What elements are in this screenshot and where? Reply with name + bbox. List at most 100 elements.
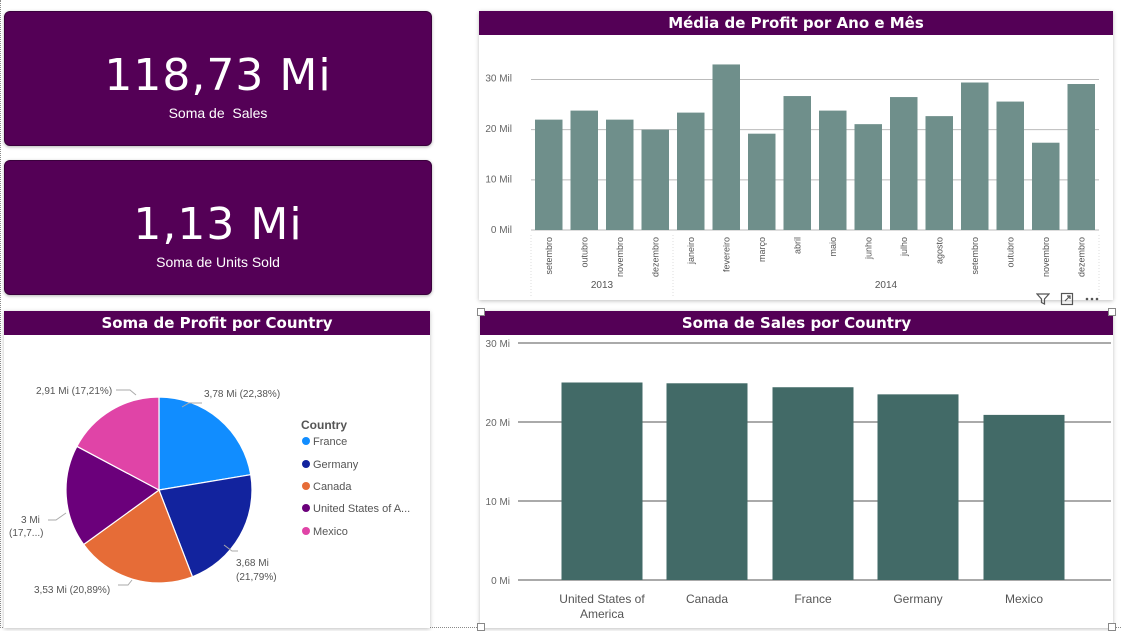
legend-item-france[interactable]: France	[302, 436, 347, 448]
slice-label-germany: 3,68 Mi	[236, 558, 269, 569]
legend-item-usa[interactable]: United States of A...	[302, 503, 410, 515]
filter-icon[interactable]	[1036, 292, 1050, 306]
bar	[819, 110, 847, 230]
more-options-icon[interactable]	[1084, 292, 1100, 306]
bar[interactable]	[666, 383, 748, 580]
kpi-sales-value: 118,73 Mi	[104, 50, 332, 101]
pie-slice-germany[interactable]	[158, 473, 253, 578]
kpi-units-value: 1,13 Mi	[133, 199, 303, 250]
x-tick-label: setembro	[544, 237, 554, 275]
x-tick-label: setembro	[970, 237, 980, 275]
bar	[535, 119, 563, 230]
bar[interactable]	[772, 387, 854, 580]
year-label-2014: 2014	[875, 280, 898, 291]
bar	[641, 129, 669, 230]
kpi-card-units[interactable]: 1,13 Mi Soma de Units Sold	[4, 160, 432, 295]
bar	[1067, 84, 1095, 230]
y-tick-label: 20 Mil	[485, 124, 512, 135]
pie-slice-canada[interactable]	[82, 489, 194, 584]
x-tick-label: maio	[828, 237, 838, 257]
year-label-2013: 2013	[591, 280, 614, 291]
x-tick-label: France	[794, 592, 832, 606]
bar	[712, 64, 740, 230]
x-tick-label: julho	[899, 237, 909, 257]
bar[interactable]	[877, 394, 959, 580]
slice-label-usa: 3 Mi	[21, 515, 40, 526]
legend-label: France	[313, 436, 347, 448]
legend-title: Country	[301, 418, 347, 432]
x-tick-label: United States of	[559, 592, 645, 606]
slice-label-mexico: 2,91 Mi (17,21%)	[36, 386, 112, 397]
legend-label: Germany	[313, 459, 359, 471]
sales-by-country-title: Soma de Sales por Country	[480, 311, 1113, 335]
leader-line	[48, 512, 67, 521]
sales-by-country-visual[interactable]: Soma de Sales por Country 0 Mi 10 Mi 20 …	[477, 308, 1116, 631]
bar[interactable]	[983, 414, 1065, 580]
legend-item-germany[interactable]: Germany	[302, 459, 359, 471]
bar	[677, 112, 705, 230]
kpi-units-label: Soma de Units Sold	[156, 254, 280, 270]
x-tick-label: outubro	[1005, 237, 1015, 268]
leader-line	[181, 402, 202, 408]
legend-marker	[302, 482, 310, 490]
slice-label-canada: 3,53 Mi (20,89%)	[34, 585, 110, 596]
pie-slice-france[interactable]	[158, 396, 252, 491]
profit-by-month-title: Média de Profit por Ano e Mês	[479, 11, 1113, 35]
legend-item-mexico[interactable]: Mexico	[302, 526, 348, 538]
x-tick-label: março	[757, 237, 767, 262]
visual-header-icons	[1036, 292, 1100, 306]
leader-line	[118, 579, 133, 586]
y-tick-label: 0 Mil	[491, 225, 512, 236]
profit-by-country-visual[interactable]: Soma de Profit por Country 3,78 Mi (22,3…	[4, 311, 430, 628]
bar	[570, 110, 598, 230]
bar	[925, 116, 953, 230]
leader-line	[116, 389, 137, 396]
resize-handle[interactable]	[477, 308, 485, 316]
bar	[961, 82, 989, 230]
pie-slice-usa[interactable]	[65, 445, 161, 546]
legend-marker	[302, 527, 310, 535]
y-tick-label: 10 Mi	[486, 497, 510, 508]
y-tick-label: 0 Mi	[491, 576, 510, 587]
kpi-sales-label: Soma de Sales	[168, 105, 268, 121]
x-tick-label: janeiro	[686, 237, 696, 265]
bar[interactable]	[561, 382, 643, 581]
sales-by-country-chart: 0 Mi 10 Mi 20 Mi 30 Mi United States of …	[486, 339, 1111, 621]
bar	[783, 96, 811, 231]
legend-label: Canada	[313, 481, 352, 493]
resize-handle[interactable]	[1108, 308, 1116, 316]
x-tick-label: agosto	[934, 237, 944, 264]
slice-label-france: 3,78 Mi (22,38%)	[204, 389, 280, 400]
kpi-card-sales[interactable]: 118,73 Mi Soma de Sales	[4, 11, 432, 146]
x-tick-label: Mexico	[1005, 592, 1043, 606]
y-tick-label: 20 Mi	[486, 418, 510, 429]
legend-marker	[302, 437, 310, 445]
bar	[854, 124, 882, 230]
x-tick-label: junho	[863, 237, 873, 260]
legend-item-canada[interactable]: Canada	[302, 481, 352, 493]
bar	[996, 101, 1024, 230]
x-tick-label: novembro	[1041, 237, 1051, 277]
slice-label-usa-pct: (17,7...)	[9, 528, 43, 539]
bar	[1032, 142, 1060, 230]
bar	[606, 119, 634, 230]
legend-marker	[302, 504, 310, 512]
y-tick-label: 30 Mi	[486, 339, 510, 350]
focus-mode-icon[interactable]	[1060, 292, 1074, 306]
slice-label-germany-pct: (21,79%)	[236, 572, 277, 583]
legend-label: Mexico	[313, 526, 348, 538]
y-tick-label: 10 Mil	[485, 175, 512, 186]
profit-by-month-visual[interactable]: Média de Profit por Ano e Mês 0 Mil 10 M…	[479, 11, 1113, 300]
x-tick-label: fevereiro	[721, 237, 731, 272]
bar	[748, 133, 776, 230]
legend-label: United States of A...	[313, 503, 410, 515]
y-tick-label: 30 Mil	[485, 74, 512, 85]
legend-marker	[302, 460, 310, 468]
profit-by-country-chart: 3,78 Mi (22,38%) 3,68 Mi (21,79%) 3,53 M…	[9, 386, 410, 596]
bar	[890, 97, 918, 230]
x-tick-label: dezembro	[650, 237, 660, 277]
profit-by-country-title: Soma de Profit por Country	[4, 311, 430, 335]
x-tick-label: Germany	[893, 592, 942, 606]
leader-line	[223, 544, 238, 552]
pie-slice-mexico[interactable]	[76, 396, 160, 491]
